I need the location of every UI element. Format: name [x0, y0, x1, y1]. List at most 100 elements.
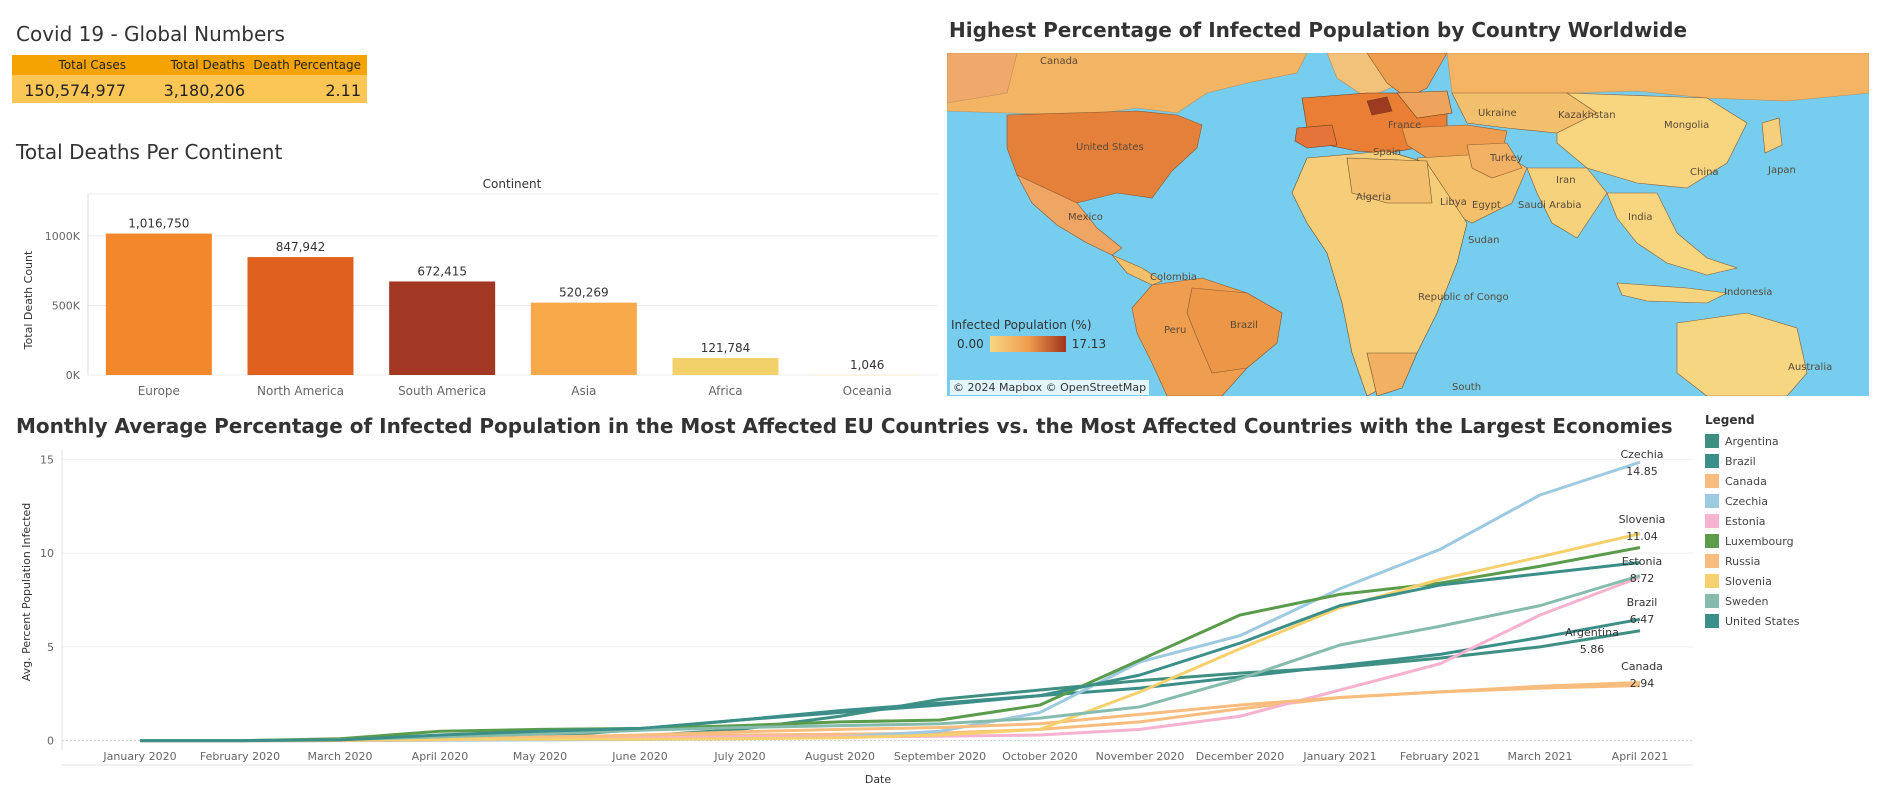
- bar-y-tick-label: 1000K: [45, 230, 81, 243]
- legend-item-czechia[interactable]: Czechia: [1705, 491, 1800, 511]
- map-title: Highest Percentage of Infected Populatio…: [949, 18, 1688, 42]
- map-label-united-states: United States: [1076, 142, 1144, 153]
- line-x-tick-label: October 2020: [1002, 750, 1078, 763]
- map-attribution[interactable]: © 2024 Mapbox © OpenStreetMap: [950, 380, 1150, 395]
- line-x-tick-label: April 2021: [1612, 750, 1669, 763]
- map-label-mexico: Mexico: [1068, 212, 1103, 223]
- legend-title: Legend: [1705, 413, 1755, 427]
- map-label-kazakhstan: Kazakhstan: [1558, 110, 1616, 121]
- legend-item-sweden[interactable]: Sweden: [1705, 591, 1800, 611]
- map-label-saudi-arabia: Saudi Arabia: [1518, 200, 1582, 211]
- line-x-tick-label: February 2020: [200, 750, 280, 763]
- line-y-axis-label: Avg. Percent Population Infected: [20, 503, 33, 682]
- bar-category-label: North America: [257, 384, 344, 398]
- legend-swatch: [1705, 574, 1719, 588]
- series-end-value: 14.85: [1626, 465, 1658, 478]
- legend-item-united-states[interactable]: United States: [1705, 611, 1800, 631]
- map-color-legend: Infected Population (%) 0.00 17.13: [951, 318, 1106, 352]
- map-legend-min: 0.00: [957, 337, 984, 351]
- map-label-indonesia: Indonesia: [1724, 287, 1773, 298]
- legend-item-slovenia[interactable]: Slovenia: [1705, 571, 1800, 591]
- bar-africa[interactable]: [672, 358, 779, 375]
- bar-south-america[interactable]: [389, 281, 496, 375]
- line-x-tick-label: November 2020: [1096, 750, 1185, 763]
- map-label-libya: Libya: [1440, 197, 1467, 208]
- line-x-tick-label: January 2020: [102, 750, 176, 763]
- legend-item-luxembourg[interactable]: Luxembourg: [1705, 531, 1800, 551]
- line-x-tick-label: March 2020: [307, 750, 372, 763]
- region-australia[interactable]: [1676, 312, 1808, 396]
- region-ukraine[interactable]: [1396, 90, 1453, 119]
- bar-oceania[interactable]: [814, 374, 921, 376]
- legend-label: Luxembourg: [1725, 534, 1794, 548]
- region-iran[interactable]: [1466, 142, 1523, 179]
- bar-europe[interactable]: [105, 233, 212, 375]
- line-x-tick-label: August 2020: [805, 750, 875, 763]
- line-chart-title: Monthly Average Percentage of Infected P…: [16, 414, 1673, 438]
- series-end-value: 8.72: [1630, 572, 1655, 585]
- region-canada[interactable]: [947, 53, 1308, 116]
- region-south-africa[interactable]: [1366, 352, 1418, 396]
- region-indonesia[interactable]: [1616, 282, 1729, 304]
- map-label-south: South: [1452, 382, 1482, 393]
- line-x-axis-label: Date: [865, 773, 892, 786]
- line-y-tick-label: 5: [47, 641, 54, 654]
- line-y-tick-label: 15: [40, 453, 54, 466]
- line-x-tick-label: June 2020: [611, 750, 667, 763]
- region-czechia[interactable]: [1366, 96, 1393, 116]
- map-label-sudan: Sudan: [1468, 235, 1500, 246]
- map-legend-max: 17.13: [1071, 337, 1107, 351]
- region-libya-egypt[interactable]: [1346, 157, 1433, 204]
- series-end-label: Argentina: [1565, 626, 1619, 639]
- legend-swatch: [1705, 594, 1719, 608]
- bar-north-america[interactable]: [247, 257, 354, 375]
- series-line-luxembourg[interactable]: [140, 546, 1641, 743]
- region-alaska-north[interactable]: [947, 53, 1018, 104]
- region-central-america[interactable]: [1111, 254, 1163, 286]
- bar-chart-title: Total Deaths Per Continent: [16, 140, 283, 164]
- region-china-mongolia[interactable]: [1556, 92, 1748, 189]
- kpi-title: Covid 19 - Global Numbers: [16, 22, 285, 46]
- region-spain[interactable]: [1294, 124, 1338, 149]
- continent-deaths-bar-chart: Continent 0K 500K 1000K Total Death Count 1,0…: [22, 177, 938, 398]
- legend-item-canada[interactable]: Canada: [1705, 471, 1800, 491]
- region-southeast-asia[interactable]: [1606, 192, 1739, 276]
- legend-item-estonia[interactable]: Estonia: [1705, 511, 1800, 531]
- legend-swatch: [1705, 534, 1719, 548]
- map-label-turkey: Turkey: [1490, 153, 1523, 164]
- map-label-republic-of-congo: Republic of Congo: [1418, 292, 1509, 303]
- legend-swatch: [1705, 614, 1719, 628]
- region-japan[interactable]: [1761, 117, 1783, 154]
- series-end-value: 11.04: [1626, 530, 1658, 543]
- bar-value-label: 520,269: [559, 286, 609, 300]
- legend-label: Brazil: [1725, 454, 1756, 468]
- bar-category-label: South America: [398, 384, 486, 398]
- legend-swatch: [1705, 514, 1719, 528]
- line-y-tick-label: 0: [47, 735, 54, 748]
- kpi-header-total-deaths: Total Deaths: [170, 58, 245, 72]
- legend-item-russia[interactable]: Russia: [1705, 551, 1800, 571]
- world-map[interactable]: [947, 53, 1869, 396]
- region-india[interactable]: [1526, 167, 1608, 239]
- legend-label: Argentina: [1725, 434, 1779, 448]
- bar-y-tick-label: 500K: [52, 299, 81, 312]
- line-x-tick-label: March 2021: [1507, 750, 1572, 763]
- bar-category-label: Asia: [571, 384, 596, 398]
- kpi-header-death-percentage: Death Percentage: [253, 58, 361, 72]
- kpi-value-total-cases: 150,574,977: [24, 81, 126, 100]
- bar-y-axis-label: Total Death Count: [22, 250, 35, 350]
- series-line-czechia[interactable]: [140, 460, 1641, 743]
- bar-asia[interactable]: [530, 302, 637, 375]
- series-line-russia[interactable]: [140, 681, 1641, 743]
- map-label-peru: Peru: [1164, 325, 1187, 336]
- kpi-header-total-cases: Total Cases: [58, 58, 126, 72]
- legend-item-brazil[interactable]: Brazil: [1705, 451, 1800, 471]
- kpi-value-total-deaths: 3,180,206: [163, 81, 245, 100]
- series-line-estonia[interactable]: [140, 575, 1641, 743]
- kpi-value-death-percentage: 2.11: [325, 81, 361, 100]
- region-brazil[interactable]: [1186, 287, 1283, 374]
- legend-item-argentina[interactable]: Argentina: [1705, 431, 1800, 451]
- map-label-canada: Canada: [1040, 56, 1079, 67]
- series-line-united-states[interactable]: [140, 561, 1641, 743]
- legend-label: Canada: [1725, 474, 1767, 488]
